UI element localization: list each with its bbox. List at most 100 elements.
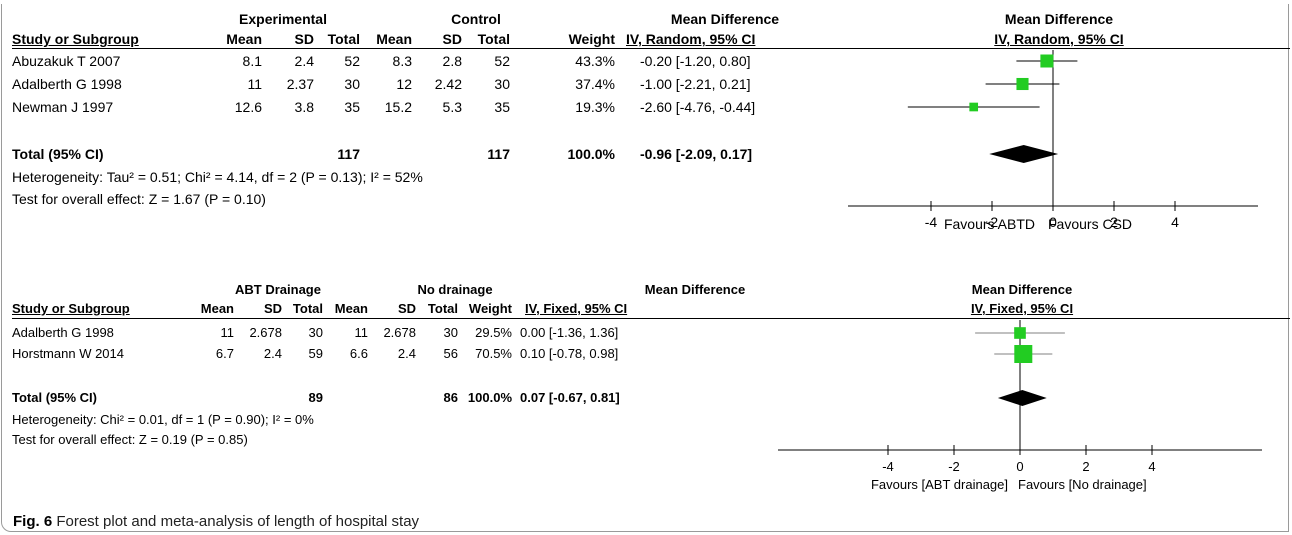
effect-marker: [1014, 327, 1026, 339]
total-label: Total (95% CI): [12, 146, 104, 162]
pooled-diamond: [989, 145, 1059, 163]
figure-frame: [1, 4, 1289, 532]
group1-header: Experimental: [239, 11, 327, 27]
row-total2: 35: [494, 99, 510, 115]
total-label: Total (95% CI): [12, 390, 97, 405]
row-ci: -0.20 [-1.20, 0.80]: [640, 53, 751, 69]
total-n2: 86: [443, 390, 458, 405]
caption-label: Fig. 6: [13, 513, 53, 530]
total-weight: 100.0%: [467, 390, 512, 405]
effect-marker: [1016, 77, 1029, 91]
col-total1: Total: [292, 301, 323, 316]
col-study: Study or Subgroup: [12, 301, 130, 316]
total-ci: 0.07 [-0.67, 0.81]: [520, 390, 620, 405]
row-ci: -2.60 [-4.76, -0.44]: [640, 99, 756, 115]
row-study: Newman J 1997: [12, 99, 114, 115]
row-weight: 29.5%: [475, 325, 512, 340]
favours-left-label: Favours [ABT drainage]: [870, 477, 1008, 492]
group1-header: ABT Drainage: [235, 282, 321, 297]
row-ci: -1.00 [-2.21, 0.21]: [640, 76, 751, 92]
col-mean2: Mean: [334, 301, 368, 316]
total-weight: 100.0%: [567, 146, 615, 162]
x-tick-label: 4: [1148, 459, 1155, 474]
x-tick-label: 0: [1016, 459, 1023, 474]
overall-effect-text: Test for overall effect: Z = 0.19 (P = 0…: [12, 432, 248, 447]
col-mean1: Mean: [200, 301, 234, 316]
row-sd1: 2.37: [286, 76, 314, 92]
row-ci: 0.00 [-1.36, 1.36]: [520, 325, 619, 340]
row-total1: 35: [344, 99, 360, 115]
overall-effect-text: Test for overall effect: Z = 1.67 (P = 0…: [12, 191, 266, 207]
col-mean1: Mean: [226, 31, 262, 47]
favours-right-label: Favours [No drainage]: [1018, 477, 1147, 492]
x-tick-label: -4: [882, 459, 894, 474]
header-rule: [12, 318, 1290, 319]
row-sd2: 2.8: [442, 53, 462, 69]
figure-caption: Fig. 6 Forest plot and meta-analysis of …: [13, 513, 419, 530]
effect-marker: [1040, 54, 1054, 68]
row-sd1: 2.678: [249, 325, 282, 340]
row-study: Abuzakuk T 2007: [12, 53, 121, 69]
col-sd1: SD: [294, 31, 314, 47]
favours-right-label: Favours CSD: [1048, 216, 1133, 232]
row-total2: 52: [494, 53, 510, 69]
md-plot-header: Mean Difference: [971, 282, 1073, 297]
heterogeneity-text: Heterogeneity: Chi² = 0.01, df = 1 (P = …: [12, 412, 314, 427]
plot-method: IV, Random, 95% CI: [994, 31, 1124, 47]
row-sd2: 5.3: [442, 99, 462, 115]
total-n2: 117: [487, 146, 510, 162]
row-sd2: 2.42: [434, 76, 462, 92]
row-sd2: 2.678: [383, 325, 416, 340]
row-total1: 52: [344, 53, 360, 69]
plot-method: IV, Fixed, 95% CI: [970, 301, 1074, 316]
row-mean2: 11: [354, 325, 369, 340]
col-method: IV, Fixed, 95% CI: [525, 301, 628, 316]
col-study: Study or Subgroup: [12, 31, 139, 47]
row-mean2: 15.2: [384, 99, 412, 115]
row-mean2: 12: [396, 76, 412, 92]
row-total2: 56: [443, 346, 458, 361]
row-total1: 30: [344, 76, 360, 92]
row-mean1: 11: [220, 325, 235, 340]
effect-marker: [969, 102, 979, 112]
row-weight: 43.3%: [575, 53, 615, 69]
row-total2: 30: [443, 325, 458, 340]
row-sd1: 2.4: [263, 346, 282, 361]
row-sd2: 2.4: [397, 346, 416, 361]
x-tick-label: 2: [1110, 214, 1118, 230]
caption-text: Forest plot and meta-analysis of length …: [56, 513, 420, 530]
favours-left-label: Favours ABTD: [943, 216, 1035, 232]
col-method: IV, Random, 95% CI: [626, 31, 756, 47]
x-tick-label: 0: [1049, 214, 1057, 230]
row-mean1: 11: [247, 76, 262, 92]
row-ci: 0.10 [-0.78, 0.98]: [520, 346, 619, 361]
row-study: Horstmann W 2014: [12, 346, 124, 361]
total-n1: 89: [308, 390, 323, 405]
group2-header: Control: [451, 11, 501, 27]
x-tick-label: -2: [948, 459, 960, 474]
x-tick-label: -2: [986, 214, 999, 230]
row-sd1: 2.4: [294, 53, 314, 69]
col-total2: Total: [477, 31, 510, 47]
row-mean1: 6.7: [215, 346, 234, 361]
row-total1: 59: [308, 346, 323, 361]
group2-header: No drainage: [417, 282, 493, 297]
row-mean2: 6.6: [349, 346, 368, 361]
effect-marker: [1014, 345, 1033, 363]
col-total1: Total: [327, 31, 360, 47]
row-mean1: 12.6: [234, 99, 262, 115]
md-header: Mean Difference: [670, 11, 780, 27]
x-tick-label: 4: [1171, 214, 1179, 230]
heterogeneity-text: Heterogeneity: Tau² = 0.51; Chi² = 4.14,…: [12, 169, 423, 185]
md-header: Mean Difference: [644, 282, 746, 297]
col-sd2: SD: [397, 301, 416, 316]
row-study: Adalberth G 1998: [12, 76, 122, 92]
row-mean2: 8.3: [392, 53, 412, 69]
row-mean1: 8.1: [242, 53, 262, 69]
col-sd2: SD: [442, 31, 462, 47]
row-sd1: 3.8: [294, 99, 314, 115]
row-total1: 30: [308, 325, 323, 340]
col-weight: Weight: [568, 31, 615, 47]
